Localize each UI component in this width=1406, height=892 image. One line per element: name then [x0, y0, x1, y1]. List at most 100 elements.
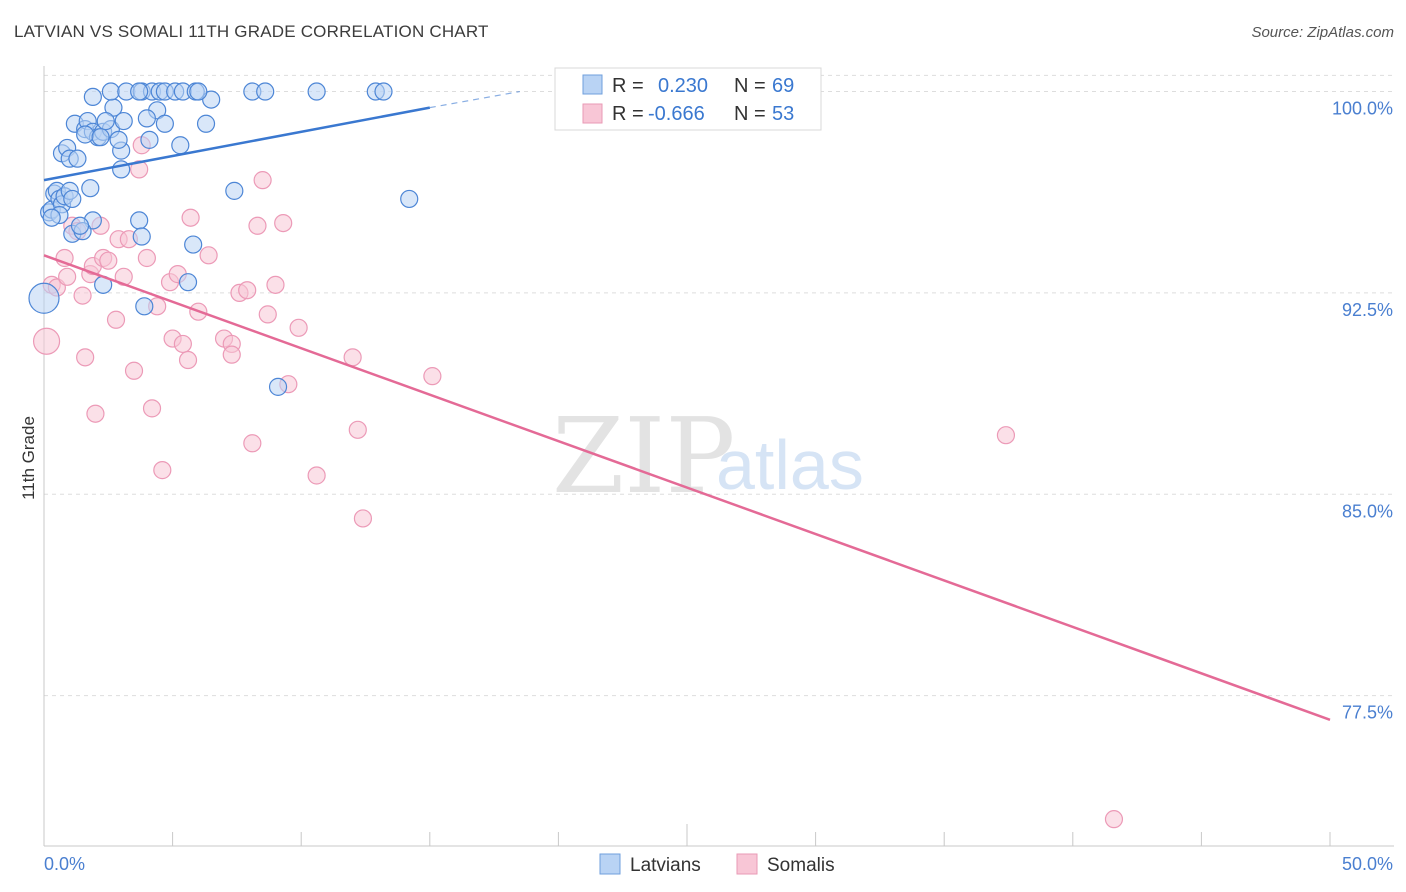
somali-point: [137, 248, 156, 268]
legend-swatch-somalis: [582, 103, 603, 124]
watermark-zip: ZIP: [552, 395, 735, 517]
latvian-point: [225, 181, 244, 200]
legend-n-label-somalis: N =: [734, 103, 766, 125]
y-tick-label: 77.5%: [1342, 703, 1393, 723]
latvian-point: [171, 136, 190, 155]
x-tick-label-max: 50.0%: [1342, 854, 1393, 874]
somali-point: [1104, 810, 1124, 829]
latvian-point: [63, 189, 82, 209]
latvian-point: [130, 211, 149, 230]
latvian-point: [137, 109, 156, 128]
watermark: ZIP atlas: [552, 395, 864, 517]
latvian-point: [307, 82, 326, 101]
latvian-point: [91, 128, 110, 147]
latvian-point: [130, 82, 149, 101]
latvian-point: [132, 227, 151, 246]
legend-n-label-latvians: N =: [734, 75, 766, 97]
somali-point: [181, 208, 200, 227]
somali-point: [307, 466, 326, 485]
somali-point: [266, 275, 285, 294]
y-tick-label: 85.0%: [1342, 501, 1393, 521]
latvian-point: [400, 189, 419, 209]
somali-point: [423, 367, 442, 386]
latvian-point: [109, 130, 128, 149]
somali-point: [142, 399, 162, 418]
legend-n-value-latvians: 69: [772, 75, 794, 97]
source-credit: Source: ZipAtlas.com: [1251, 24, 1394, 41]
latvian-point: [189, 82, 208, 101]
latvian-point: [83, 87, 102, 107]
y-tick-label: 100.0%: [1332, 99, 1393, 119]
latvian-point: [28, 282, 60, 314]
bottom-legend-somalis: Somalis: [767, 855, 835, 876]
latvian-point: [42, 208, 61, 227]
legend-r-value-somalis: -0.666: [648, 103, 705, 125]
latvian-point: [101, 82, 120, 101]
grid-lines: [44, 74, 1394, 697]
somali-point: [124, 361, 144, 380]
latvian-point: [114, 111, 133, 131]
latvian-point: [76, 125, 95, 144]
latvian-point: [70, 216, 90, 235]
somali-point: [73, 286, 92, 305]
somali-point: [178, 350, 198, 370]
bottom-legend-swatch-somalis: [736, 853, 758, 875]
latvian-point: [196, 114, 216, 133]
latvian-point: [81, 179, 100, 198]
chart-title: LATVIAN VS SOMALI 11TH GRADE CORRELATION…: [14, 22, 489, 41]
somali-point: [106, 310, 126, 329]
somali-point: [238, 281, 257, 300]
somali-point: [32, 327, 61, 355]
y-tick-label: 92.5%: [1342, 300, 1393, 320]
somali-point: [58, 267, 77, 286]
latvian-point: [374, 82, 393, 101]
legend-r-label-latvians: R =: [612, 75, 644, 97]
somali-point: [258, 305, 277, 324]
bottom-legend-swatch-latvians: [599, 853, 621, 875]
somali-point: [343, 348, 362, 367]
somali-point: [248, 216, 267, 235]
legend-swatch-latvians: [582, 74, 603, 95]
somali-point: [222, 345, 241, 364]
somali-point: [289, 318, 308, 337]
somali-point: [99, 251, 118, 270]
latvian-point: [155, 114, 174, 133]
axes: [43, 66, 1394, 847]
somali-point: [353, 509, 373, 528]
latvian-point: [140, 130, 159, 149]
somali-point: [253, 171, 272, 190]
somali-point: [86, 404, 105, 423]
somali-point: [76, 348, 95, 367]
trend-lines: [43, 90, 1331, 721]
latvian-point: [268, 377, 288, 396]
y-tick-labels: 100.0% 92.5% 85.0% 77.5%: [1332, 99, 1393, 723]
legend-r-label-somalis: R =: [612, 103, 644, 125]
x-tick-labels: 0.0% 50.0%: [44, 854, 1393, 874]
latvian-point: [135, 297, 154, 316]
somali-point: [996, 426, 1016, 445]
somali-point: [153, 461, 172, 480]
somali-point: [348, 420, 367, 439]
top-legend: R = 0.230 N = 69 R = -0.666 N = 53: [554, 67, 822, 131]
x-tick-label-min: 0.0%: [44, 854, 85, 874]
somali-point: [274, 213, 293, 233]
watermark-atlas: atlas: [716, 426, 864, 504]
latvian-point: [178, 273, 198, 292]
somali-point: [243, 434, 262, 453]
somali-point: [173, 334, 192, 354]
somali-point: [130, 160, 149, 179]
latvian-trend-extension: [429, 90, 520, 109]
latvian-point: [256, 82, 275, 101]
y-axis-label: 11th Grade: [19, 416, 38, 500]
legend-r-value-latvians: 0.230: [658, 75, 708, 97]
bottom-legend: Latvians Somalis: [599, 853, 835, 876]
somali-point: [199, 246, 218, 265]
latvian-point: [68, 149, 87, 168]
latvian-points: [28, 82, 419, 396]
bottom-legend-latvians: Latvians: [630, 855, 701, 876]
legend-n-value-somalis: 53: [772, 103, 794, 125]
latvian-point: [184, 235, 203, 254]
latvian-trend-line: [43, 106, 431, 182]
somali-points: [32, 136, 1124, 829]
